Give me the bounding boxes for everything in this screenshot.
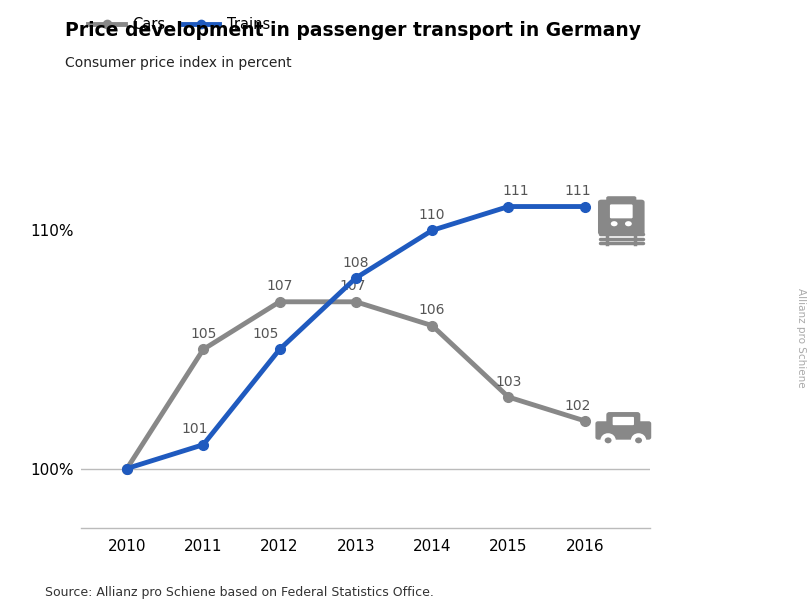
Text: 102: 102 [564, 398, 590, 413]
Text: 107: 107 [266, 279, 293, 293]
Text: 101: 101 [182, 422, 208, 437]
Text: 106: 106 [418, 303, 445, 317]
Text: 107: 107 [340, 279, 366, 293]
Circle shape [624, 221, 631, 227]
FancyBboxPatch shape [606, 412, 640, 428]
Text: Price development in passenger transport in Germany: Price development in passenger transport… [65, 21, 640, 41]
Circle shape [610, 221, 617, 227]
FancyBboxPatch shape [609, 204, 632, 219]
Text: 105: 105 [190, 327, 217, 341]
Circle shape [602, 435, 613, 445]
Text: 110: 110 [418, 208, 445, 222]
Text: 111: 111 [501, 184, 528, 198]
Text: Consumer price index in percent: Consumer price index in percent [65, 56, 291, 71]
Text: 105: 105 [252, 327, 278, 341]
Text: 103: 103 [495, 375, 521, 389]
FancyBboxPatch shape [594, 421, 650, 440]
FancyBboxPatch shape [606, 196, 636, 211]
Text: 111: 111 [564, 184, 590, 198]
Text: Source: Allianz pro Schiene based on Federal Statistics Office.: Source: Allianz pro Schiene based on Fed… [45, 586, 433, 599]
Text: 108: 108 [342, 255, 369, 270]
Circle shape [633, 435, 643, 445]
Legend: Cars, Trains: Cars, Trains [88, 17, 269, 32]
Text: Allianz pro Schiene: Allianz pro Schiene [796, 288, 805, 387]
FancyBboxPatch shape [612, 417, 633, 425]
FancyBboxPatch shape [597, 200, 644, 235]
